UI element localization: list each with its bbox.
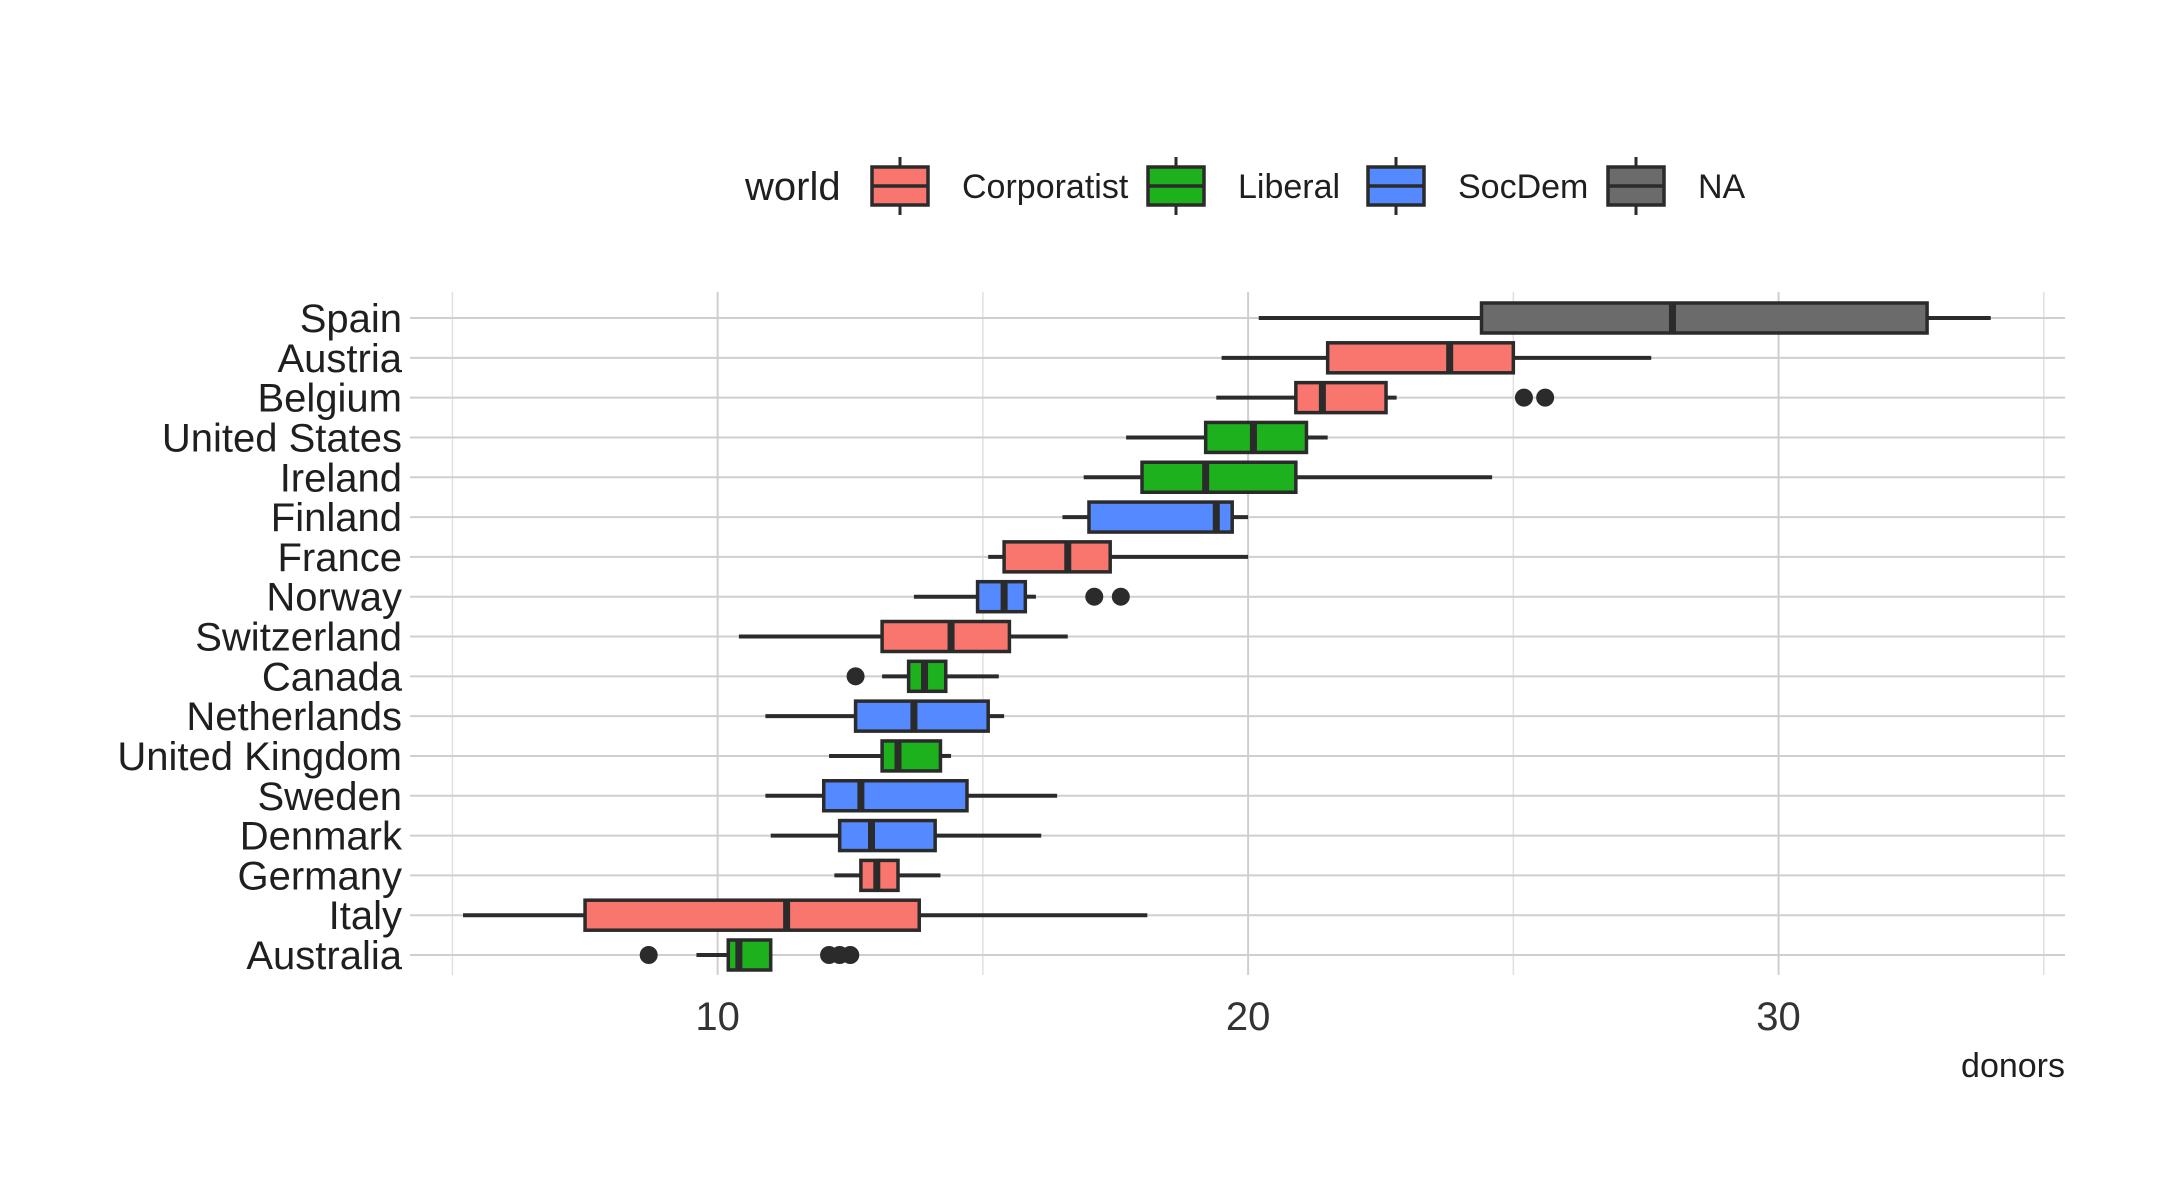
- box-united-states: [1126, 420, 1328, 455]
- x-axis-title: donors: [1961, 1047, 2065, 1085]
- y-tick-label-italy: Italy: [329, 894, 402, 938]
- outlier-point: [1536, 388, 1555, 407]
- box-iqr: [1002, 540, 1112, 574]
- y-tick-label-netherlands: Netherlands: [186, 695, 402, 739]
- legend-label: SocDem: [1458, 168, 1588, 206]
- box-spain: [1258, 301, 1991, 335]
- y-tick-label-austria: Austria: [278, 337, 403, 381]
- y-tick-label-france: France: [278, 536, 403, 580]
- box-iqr: [1087, 500, 1234, 534]
- box-iqr: [726, 938, 773, 972]
- box-iqr: [822, 779, 969, 813]
- x-axis: 10 20 30 donors: [695, 995, 2065, 1085]
- y-tick-label-belgium: Belgium: [257, 377, 402, 421]
- box-canada: [846, 659, 999, 694]
- legend-label: NA: [1698, 168, 1746, 206]
- legend-item-liberal: Liberal: [1146, 157, 1340, 215]
- box-iqr: [1140, 460, 1298, 494]
- box-iqr: [583, 898, 921, 932]
- box-ireland: [1083, 460, 1493, 494]
- box-norway: [913, 579, 1130, 614]
- boxplot-series: [463, 301, 1991, 972]
- box-iqr: [853, 699, 990, 733]
- x-tick-label: 30: [1756, 995, 1801, 1039]
- box-germany: [834, 858, 941, 893]
- y-tick-label-norway: Norway: [266, 576, 402, 620]
- x-tick-label: 10: [695, 995, 740, 1039]
- x-tick-label: 20: [1226, 995, 1271, 1039]
- outlier-point: [841, 946, 860, 964]
- box-italy: [463, 898, 1148, 932]
- y-tick-label-united-states: United States: [162, 416, 402, 460]
- y-tick-label-australia: Australia: [246, 934, 402, 978]
- y-tick-label-united-kingdom: United Kingdom: [117, 735, 402, 779]
- legend-title: world: [744, 165, 841, 209]
- outlier-point: [1111, 587, 1130, 606]
- y-tick-label-switzerland: Switzerland: [195, 616, 402, 660]
- box-belgium: [1216, 380, 1555, 415]
- gridlines: [410, 292, 2065, 975]
- box-iqr: [880, 619, 1012, 654]
- box-iqr: [1325, 341, 1516, 375]
- legend-item-na: NA: [1606, 157, 1746, 215]
- outlier-point: [846, 667, 865, 686]
- box-iqr: [837, 818, 937, 853]
- box-austria: [1221, 341, 1652, 375]
- y-tick-label-spain: Spain: [300, 297, 402, 341]
- box-france: [988, 540, 1249, 574]
- y-tick-label-denmark: Denmark: [240, 815, 403, 859]
- y-tick-label-finland: Finland: [271, 496, 402, 540]
- box-united-kingdom: [829, 739, 952, 773]
- box-sweden: [765, 779, 1058, 813]
- box-finland: [1062, 500, 1249, 534]
- box-iqr: [1294, 380, 1388, 415]
- outlier-point: [1085, 587, 1104, 606]
- y-tick-label-ireland: Ireland: [280, 456, 402, 500]
- y-tick-label-sweden: Sweden: [257, 775, 402, 819]
- box-denmark: [770, 818, 1042, 853]
- outlier-point: [1514, 388, 1533, 407]
- box-iqr: [1479, 301, 1929, 335]
- legend-item-socdem: SocDem: [1366, 157, 1588, 215]
- legend: world Corporatist Liberal SocDem NA: [744, 157, 1746, 215]
- legend-item-corporatist: Corporatist: [870, 157, 1129, 215]
- box-australia: [639, 938, 860, 972]
- y-tick-label-germany: Germany: [238, 854, 403, 898]
- legend-label: Liberal: [1238, 168, 1340, 206]
- y-tick-label-canada: Canada: [262, 655, 403, 699]
- box-iqr: [880, 739, 943, 773]
- outlier-point: [639, 946, 658, 964]
- box-switzerland: [738, 619, 1068, 654]
- legend-label: Corporatist: [962, 168, 1129, 206]
- box-netherlands: [765, 699, 1005, 733]
